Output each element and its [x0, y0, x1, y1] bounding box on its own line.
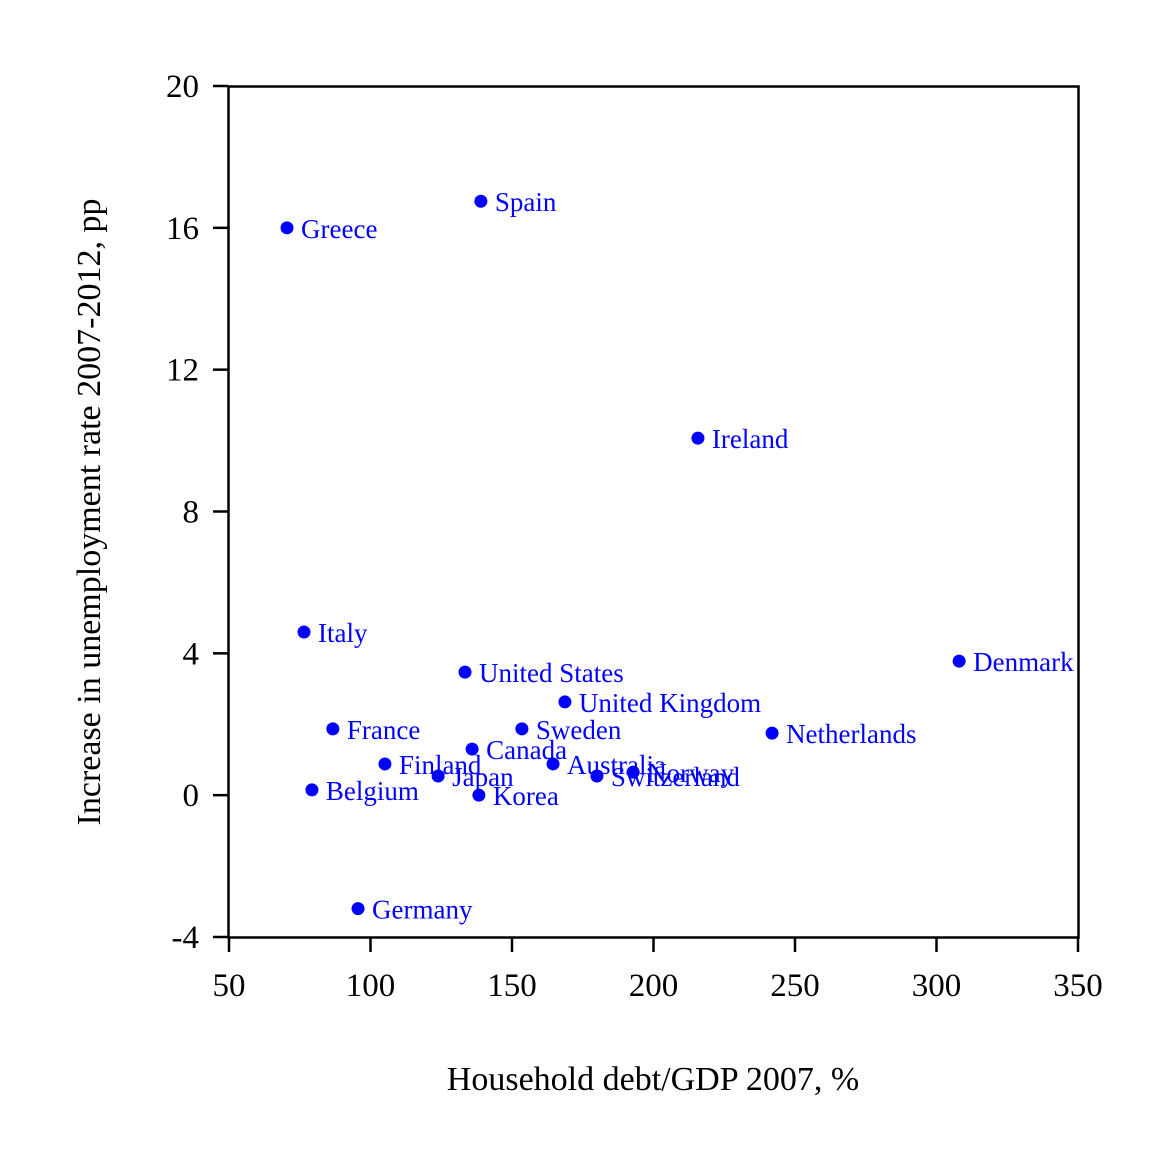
data-point — [691, 431, 705, 445]
y-tick-label: -4 — [172, 920, 200, 956]
data-point — [626, 765, 640, 779]
data-point-group: Australia — [546, 750, 666, 780]
y-tick-label: 4 — [183, 636, 200, 672]
data-point-group: Korea — [472, 781, 559, 811]
x-axis: 50 100 150 200 250 300 350 — [213, 937, 1103, 1004]
data-point — [458, 665, 472, 679]
data-point — [546, 757, 560, 771]
data-point-group: Greece — [280, 214, 377, 244]
data-label: Belgium — [326, 776, 419, 806]
data-point — [431, 769, 445, 783]
data-point — [378, 757, 392, 771]
data-label: Australia — [567, 750, 666, 780]
x-tick-label: 50 — [213, 968, 246, 1004]
data-label: France — [347, 715, 420, 745]
y-tick-label: 12 — [166, 353, 199, 389]
data-point-group: Japan — [431, 762, 514, 792]
data-point-group: United States — [458, 658, 624, 688]
data-point-group: Sweden — [515, 715, 622, 745]
x-tick-label: 100 — [346, 968, 396, 1004]
x-tick-label: 300 — [912, 968, 962, 1004]
data-point-group: Denmark — [952, 647, 1074, 677]
x-tick-label: 200 — [629, 968, 679, 1004]
y-tick-label: 20 — [166, 69, 199, 105]
data-point — [326, 722, 340, 736]
data-point-group: Belgium — [305, 776, 419, 806]
y-axis: -4 0 4 8 12 16 20 — [166, 69, 228, 956]
data-point-group: United Kingdom — [558, 688, 761, 718]
data-label: United Kingdom — [579, 688, 761, 718]
y-tick-label: 8 — [183, 495, 200, 531]
data-point — [515, 722, 529, 736]
y-axis-title: Increase in unemployment rate 2007-2012,… — [71, 199, 108, 826]
x-tick-label: 250 — [770, 968, 820, 1004]
data-point — [952, 654, 966, 668]
data-point — [765, 726, 779, 740]
data-label: Germany — [372, 895, 473, 925]
data-label: United States — [479, 658, 624, 688]
data-point-group: Ireland — [691, 424, 789, 454]
data-point-group: Italy — [297, 618, 368, 648]
data-point-group: Spain — [474, 187, 557, 217]
data-label: Denmark — [973, 647, 1074, 677]
data-point-group: Norway — [626, 758, 735, 788]
data-point — [351, 902, 365, 916]
data-label: Spain — [495, 187, 557, 217]
data-point — [465, 742, 479, 756]
y-tick-label: 0 — [183, 778, 200, 814]
data-point — [472, 788, 486, 802]
data-label: Norway — [647, 758, 734, 788]
data-label: Japan — [452, 762, 514, 792]
data-point — [297, 625, 311, 639]
data-point — [280, 221, 294, 235]
x-tick-label: 150 — [487, 968, 537, 1004]
data-label: Sweden — [536, 715, 622, 745]
data-points: Greece Spain Ireland Italy Denmark United Sta… — [280, 187, 1074, 925]
data-point — [474, 194, 488, 208]
data-point — [558, 695, 572, 709]
y-tick-label: 16 — [166, 211, 199, 247]
data-label: Netherlands — [786, 719, 916, 749]
data-point-group: France — [326, 715, 420, 745]
data-point-group: Germany — [351, 895, 473, 925]
data-label: Ireland — [712, 424, 789, 454]
data-label: Italy — [318, 618, 368, 648]
data-label: Korea — [493, 781, 559, 811]
data-point-group: Netherlands — [765, 719, 917, 749]
data-label: Greece — [301, 214, 377, 244]
x-axis-title: Household debt/GDP 2007, % — [447, 1061, 859, 1098]
x-tick-label: 350 — [1053, 968, 1103, 1004]
data-point — [305, 783, 319, 797]
data-point — [590, 769, 604, 783]
